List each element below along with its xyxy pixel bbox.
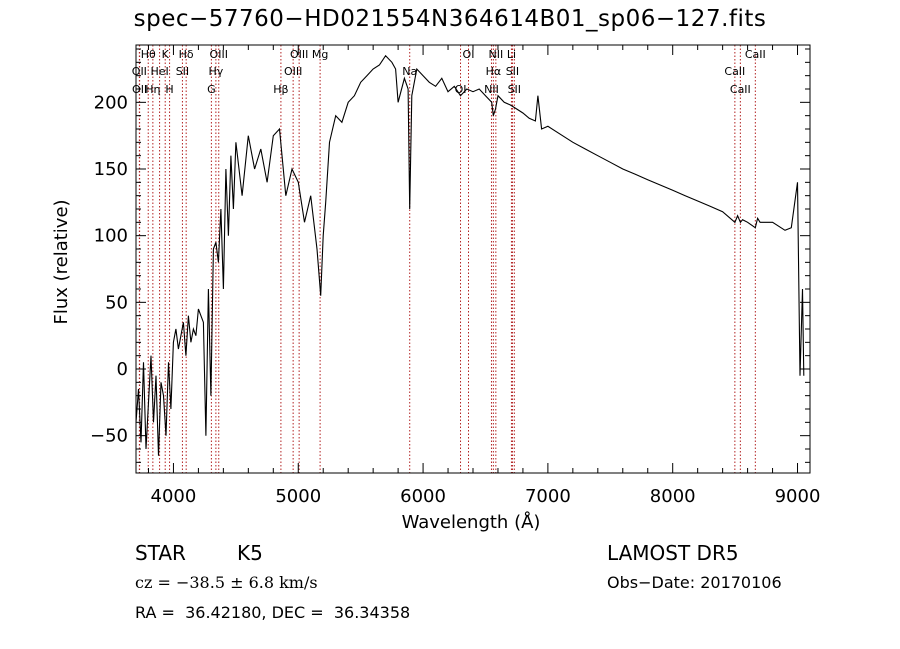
x-tick-label: 9000: [775, 486, 821, 507]
x-axis-label: Wavelength (Å): [402, 511, 541, 533]
line-label: Li: [507, 48, 516, 61]
line-label: Hη: [145, 83, 160, 96]
line-label: OI: [455, 83, 467, 96]
line-label: CaII: [724, 65, 745, 78]
line-label: Hγ: [208, 65, 223, 78]
x-tick-label: 4000: [151, 486, 197, 507]
coordinates: RA = 36.42180, DEC = 36.34358: [135, 603, 411, 622]
x-tick-label: 7000: [525, 486, 571, 507]
line-label: OIII: [284, 65, 302, 78]
x-tick-label: 8000: [650, 486, 696, 507]
y-tick-label: −50: [90, 426, 128, 447]
spectrum-line: [135, 54, 805, 456]
line-label: OI: [463, 48, 475, 61]
line-label: OII: [132, 83, 147, 96]
class-label: STAR: [135, 541, 186, 565]
line-label: Na: [402, 65, 417, 78]
chart-title: spec−57760−HD021554N364614B01_sp06−127.f…: [133, 6, 767, 32]
line-label: NII: [484, 83, 499, 96]
y-tick-label: 50: [105, 292, 128, 313]
line-label: OIII: [210, 48, 228, 61]
line-label: Hβ: [273, 83, 288, 96]
line-label: SII: [508, 83, 521, 96]
line-label: Hδ: [179, 48, 194, 61]
survey-label: LAMOST DR5: [607, 541, 739, 565]
x-tick-label: 5000: [275, 486, 321, 507]
subclass-label: K5: [237, 541, 263, 565]
x-tick-label: 6000: [400, 486, 446, 507]
axes: [135, 44, 811, 474]
line-labels: HθOIIOIIKHeIHηHδSIIHOIIIHγGOIIIOIIIHβMgN…: [132, 48, 766, 96]
line-label: OII: [132, 65, 147, 78]
y-tick-label: 0: [117, 359, 128, 380]
line-label: G: [207, 83, 216, 96]
line-label: Hθ: [141, 48, 156, 61]
line-label: H: [165, 83, 173, 96]
line-label: CaII: [730, 83, 751, 96]
y-tick-label: 100: [94, 226, 128, 247]
line-label: CaII: [745, 48, 766, 61]
line-label: HeI: [150, 65, 168, 78]
line-label: K: [162, 48, 170, 61]
line-markers: [138, 45, 756, 473]
line-label: SII: [506, 65, 519, 78]
y-tick-label: 200: [94, 92, 128, 113]
line-label: SII: [176, 65, 189, 78]
ticks: 4000 5000 6000 7000 8000 9000 −50 0 50 100 150 200: [90, 45, 820, 507]
line-label: NII: [488, 48, 503, 61]
line-label: OIII: [290, 48, 308, 61]
y-tick-label: 150: [94, 159, 128, 180]
plot-frame: [135, 44, 811, 474]
redshift-line: cz = −38.5 ± 6.8 km/s: [135, 573, 318, 592]
line-label: Hα: [486, 65, 502, 78]
spectrum-series: [135, 54, 805, 456]
line-label: Mg: [312, 48, 328, 61]
obs-date: Obs−Date: 20170106: [607, 573, 782, 592]
y-axis-label: Flux (relative): [51, 199, 72, 324]
